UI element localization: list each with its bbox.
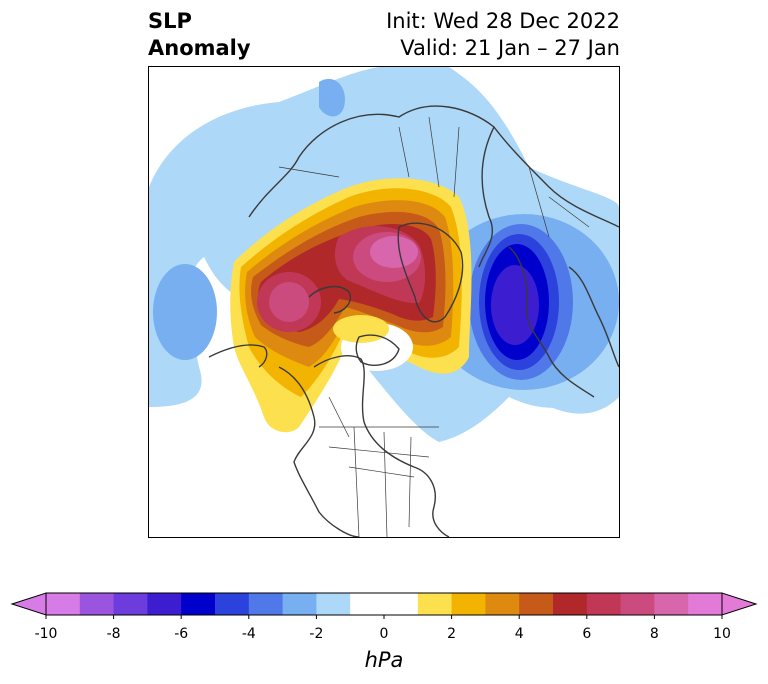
colorbar bbox=[10, 592, 758, 619]
colorbar-extend-high bbox=[721, 592, 758, 616]
colorbar-tick-label: -10 bbox=[34, 626, 58, 642]
colorbar-tick-label: -2 bbox=[309, 626, 324, 642]
anomaly-region-neg-medium-pacific bbox=[153, 264, 217, 360]
anomaly-region-pos-gulf-alaska-rose bbox=[269, 282, 309, 322]
colorbar-bin bbox=[654, 593, 689, 615]
colorbar-tick-label: 6 bbox=[582, 626, 592, 642]
colorbar-bin bbox=[147, 593, 182, 615]
colorbar-bin bbox=[181, 593, 216, 615]
init-date: Init: Wed 28 Dec 2022 bbox=[386, 9, 620, 33]
colorbar-tick-label: 2 bbox=[447, 626, 457, 642]
map-dates: Init: Wed 28 Dec 2022 Valid: 21 Jan – 27… bbox=[386, 8, 620, 62]
anomaly-region-neg-medium-siberia bbox=[319, 78, 345, 117]
colorbar-units-label: hPa bbox=[364, 648, 404, 672]
colorbar-bin bbox=[79, 593, 115, 615]
slp-anomaly-map bbox=[148, 66, 620, 538]
colorbar-bin bbox=[417, 593, 453, 615]
colorbar-tick-label: -8 bbox=[106, 626, 121, 642]
colorbar-bin bbox=[485, 593, 520, 615]
colorbar-bin bbox=[553, 593, 588, 615]
anomaly-region-pos-arctic-pink bbox=[370, 236, 418, 268]
map-canvas bbox=[149, 67, 619, 537]
colorbar-bin bbox=[282, 593, 317, 615]
map-title: SLP Anomaly bbox=[148, 8, 251, 62]
colorbar-tick-label: 4 bbox=[514, 626, 524, 642]
colorbar-bin bbox=[248, 593, 284, 615]
colorbar-bin bbox=[519, 593, 554, 615]
anomaly-region-pos-hudson-yellow bbox=[333, 315, 389, 343]
colorbar-bin bbox=[586, 593, 622, 615]
colorbar-bin bbox=[215, 593, 250, 615]
colorbar-bin bbox=[451, 593, 486, 615]
title-line-anomaly: Anomaly bbox=[148, 36, 251, 60]
colorbar-tick-label: 0 bbox=[379, 626, 389, 642]
coastlines bbox=[208, 105, 619, 537]
valid-range: Valid: 21 Jan – 27 Jan bbox=[400, 36, 620, 60]
colorbar-bin bbox=[46, 593, 81, 615]
title-line-slp: SLP bbox=[148, 9, 192, 33]
anomaly-region-neg-europe-core bbox=[491, 265, 539, 345]
colorbar-tick-label: 10 bbox=[713, 626, 731, 642]
colorbar-bin bbox=[384, 593, 419, 615]
colorbar-bin bbox=[350, 593, 385, 615]
colorbar-bin bbox=[113, 593, 148, 615]
colorbar-extend-low bbox=[10, 592, 47, 616]
colorbar-bin bbox=[688, 593, 723, 615]
colorbar-bin bbox=[620, 593, 655, 615]
colorbar-tick-label: 8 bbox=[649, 626, 659, 642]
colorbar-tick-label: -6 bbox=[174, 626, 189, 642]
colorbar-bin bbox=[316, 593, 351, 615]
anomaly-region-neg-light-atlantic bbox=[419, 383, 465, 442]
colorbar-tick-label: -4 bbox=[241, 626, 256, 642]
